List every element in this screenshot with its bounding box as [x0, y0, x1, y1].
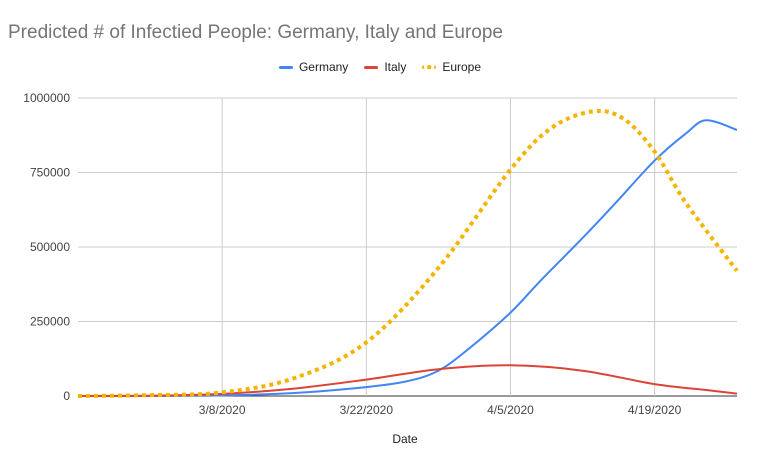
legend-label-europe: Europe: [442, 60, 482, 74]
y-tick-label: 750000: [30, 166, 70, 180]
y-tick-label: 1000000: [23, 91, 70, 105]
legend: Germany Italy Europe: [0, 60, 760, 74]
y-tick-label: 250000: [30, 315, 70, 329]
x-tick-label: 4/19/2020: [628, 403, 682, 417]
legend-swatch-germany: [278, 65, 293, 69]
x-axis-title: Date: [392, 432, 418, 446]
y-tick-label: 0: [63, 389, 70, 403]
y-tick-label: 500000: [30, 240, 70, 254]
chart-title: Predicted # of Infectied People: Germany…: [8, 22, 503, 43]
x-tick-label: 3/22/2020: [340, 403, 394, 417]
series-line-germany: [77, 119, 738, 398]
legend-item-germany[interactable]: Germany: [278, 60, 349, 74]
legend-item-europe[interactable]: Europe: [422, 60, 481, 74]
legend-label-germany: Germany: [298, 60, 349, 74]
legend-label-italy: Italy: [384, 60, 407, 74]
x-tick-label: 3/8/2020: [199, 403, 246, 417]
legend-item-italy[interactable]: Italy: [364, 60, 406, 74]
x-tick-label: 4/5/2020: [487, 403, 534, 417]
series-line-europe: [77, 108, 739, 398]
legend-swatch-europe: [422, 65, 437, 69]
legend-swatch-italy: [364, 65, 379, 69]
